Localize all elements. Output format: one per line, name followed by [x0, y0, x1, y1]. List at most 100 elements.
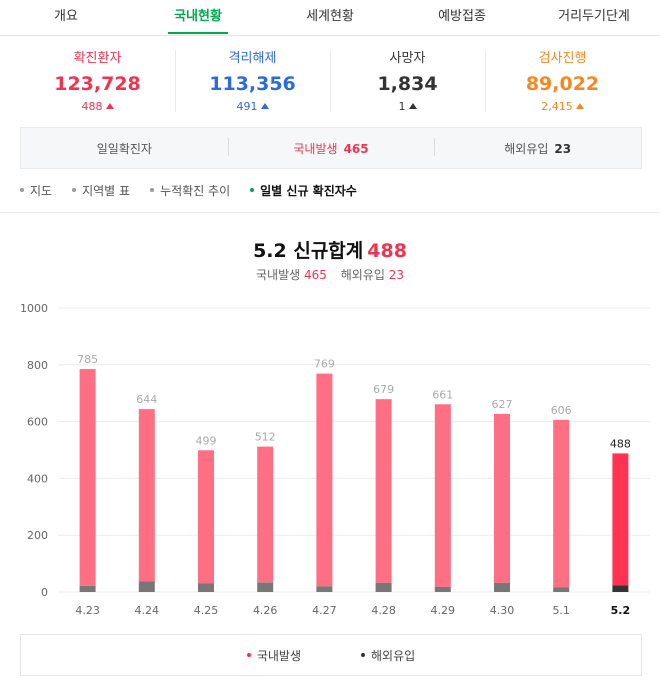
data-label: 769 [314, 358, 335, 371]
x-tick-label: 4.24 [135, 604, 160, 617]
y-tick-label: 600 [27, 416, 48, 429]
x-tick-label: 5.1 [552, 604, 570, 617]
legend-overseas-label: 해외유입 [371, 648, 416, 663]
chart-subtitle: 국내발생 465 해외유입 23 [0, 266, 660, 283]
subtab-map-label: 지도 [30, 183, 53, 198]
tab-domestic-label: 국내현황 [168, 1, 228, 34]
tab-distancing[interactable]: 거리두기단계 [528, 0, 660, 35]
x-tick-label: 5.2 [611, 604, 631, 617]
divider [0, 212, 660, 213]
stat-confirmed-delta: 488 [81, 100, 103, 113]
bar-overseas [138, 581, 155, 592]
stats-panel: 확진환자 123,728 488 격리해제 113,356 491 사망자 1,… [20, 36, 640, 124]
data-label: 679 [373, 383, 394, 396]
data-label: 627 [492, 398, 513, 411]
bar-domestic [257, 446, 274, 583]
legend-overseas[interactable]: 해외유입 [361, 647, 415, 664]
subtab-daily-new[interactable]: 일별 신규 확진자수 [250, 180, 357, 200]
bullet-icon [20, 188, 24, 192]
summary-overseas: 해외유입 23 [434, 137, 641, 157]
y-tick-label: 800 [27, 359, 48, 372]
y-tick-label: 200 [27, 529, 48, 542]
stat-testing-label: 검사진행 [538, 51, 587, 66]
summary-overseas-label: 해외유입 [504, 141, 549, 156]
bar-overseas [316, 586, 333, 592]
summary-overseas-value: 23 [554, 141, 572, 156]
y-tick-label: 0 [41, 586, 48, 599]
top-tab-bar: 개요 국내현황 세계현황 예방접종 거리두기단계 [0, 0, 660, 36]
bar-domestic [198, 450, 214, 584]
bar-overseas [434, 586, 451, 592]
legend-overseas-dot-icon [361, 653, 365, 657]
data-label: 488 [610, 437, 631, 450]
bar-overseas [79, 585, 96, 592]
tab-vaccination-label: 예방접종 [438, 9, 486, 24]
stat-released: 격리해제 113,356 491 [175, 36, 330, 124]
stat-released-label: 격리해제 [228, 51, 277, 66]
bullet-icon [150, 188, 155, 192]
up-triangle-icon [260, 103, 269, 109]
chart-title-text: 5.2 신규합계 [253, 240, 364, 262]
bar-domestic [138, 409, 155, 582]
legend-domestic[interactable]: 국내발생 [246, 647, 301, 664]
x-tick-label: 4.30 [490, 604, 515, 617]
subtab-region-table-label: 지역별 표 [82, 183, 131, 198]
stat-released-value: 113,356 [209, 73, 296, 95]
chart-title: 5.2 신규합계 488 [0, 236, 660, 263]
stat-released-delta-row: 491 [175, 99, 330, 115]
data-label: 606 [551, 404, 572, 417]
subtab-cumulative-label: 누적확진 추이 [160, 183, 231, 198]
bar-domestic [553, 419, 570, 588]
x-tick-label: 4.27 [312, 604, 337, 617]
bar-domestic [316, 373, 333, 587]
tab-distancing-label: 거리두기단계 [558, 9, 630, 24]
bar-domestic [612, 453, 629, 586]
stat-deaths-value: 1,834 [377, 73, 438, 95]
stat-deaths: 사망자 1,834 1 [330, 36, 485, 124]
stat-deaths-delta: 1 [398, 100, 406, 113]
subtab-region-table[interactable]: 지역별 표 [72, 180, 130, 200]
tab-vaccination[interactable]: 예방접종 [396, 0, 528, 35]
stat-testing-delta-row: 2,415 [485, 99, 640, 115]
subtab-cumulative[interactable]: 누적확진 추이 [150, 180, 230, 200]
stat-testing-delta: 2,415 [541, 100, 573, 113]
bar-overseas [375, 582, 392, 592]
stat-confirmed-value: 123,728 [54, 73, 141, 95]
stat-testing: 검사진행 89,022 2,415 [485, 36, 640, 124]
up-triangle-icon [408, 103, 417, 109]
chart-title-total: 488 [367, 240, 407, 262]
bullet-icon [250, 188, 255, 192]
stat-deaths-delta-row: 1 [330, 99, 485, 115]
x-tick-label: 4.23 [75, 604, 100, 617]
tab-overview[interactable]: 개요 [0, 0, 132, 35]
daily-summary-box: 일일확진자 국내발생 465 해외유입 23 [20, 127, 642, 169]
bar-domestic [434, 404, 451, 587]
up-triangle-icon [575, 103, 584, 109]
chart-sub-domestic-value: 465 [303, 268, 327, 282]
tab-domestic[interactable]: 국내현황 [132, 0, 264, 35]
x-tick-label: 4.28 [371, 604, 396, 617]
stat-released-delta: 491 [236, 100, 258, 113]
tab-overview-label: 개요 [54, 9, 78, 24]
legend-domestic-label: 국내발생 [256, 648, 301, 663]
up-triangle-icon [105, 103, 114, 109]
subtab-map[interactable]: 지도 [20, 180, 52, 200]
data-label: 785 [77, 353, 98, 366]
x-tick-label: 4.29 [431, 604, 456, 617]
x-tick-label: 4.25 [194, 604, 219, 617]
stat-testing-value: 89,022 [525, 73, 600, 95]
daily-cases-chart: 0 200 400 600 800 1000 785 4.23 644 4.24 499 4.25 51… [20, 302, 650, 617]
y-tick-label: 1000 [20, 302, 48, 315]
tab-world[interactable]: 세계현황 [264, 0, 396, 35]
data-label: 661 [432, 388, 453, 401]
data-label: 512 [255, 431, 276, 444]
y-tick-label: 400 [27, 472, 48, 485]
chart-legend: 국내발생 해외유입 [20, 634, 642, 676]
legend-domestic-dot-icon [246, 653, 251, 657]
bar-domestic [375, 399, 392, 583]
chart-sub-overseas-value: 23 [388, 268, 404, 282]
bar-overseas [257, 582, 274, 592]
summary-domestic-label: 국내발생 [293, 141, 338, 156]
bullet-icon [72, 188, 77, 192]
bar-overseas [612, 585, 629, 592]
